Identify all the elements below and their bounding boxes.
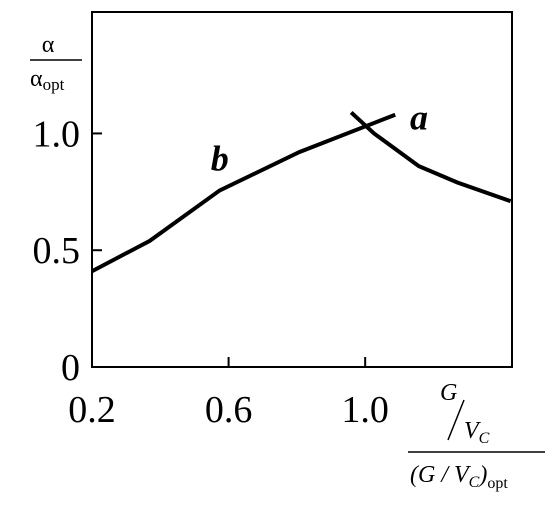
x-label-denominator: (G / VC)opt (410, 462, 508, 492)
y-tick-label: 1.0 (33, 113, 81, 155)
y-tick-label: 0.5 (33, 230, 81, 272)
x-tick-label: 1.0 (341, 389, 389, 431)
y-tick-label: 0 (61, 347, 80, 389)
y-label-numerator: α (42, 32, 55, 58)
x-label-slash (447, 399, 465, 441)
x-label-numerator-v: VC (464, 418, 490, 447)
line-series (91, 112, 396, 274)
y-label-denominator: αopt (30, 66, 65, 94)
series-label: b (211, 138, 229, 178)
x-tick-label: 0.6 (205, 389, 253, 431)
plot-frame (91, 11, 513, 368)
line-series (349, 110, 512, 204)
x-label-numerator-g: G (440, 380, 457, 406)
series-label: a (410, 97, 428, 137)
x-tick-label: 0.2 (68, 389, 116, 431)
